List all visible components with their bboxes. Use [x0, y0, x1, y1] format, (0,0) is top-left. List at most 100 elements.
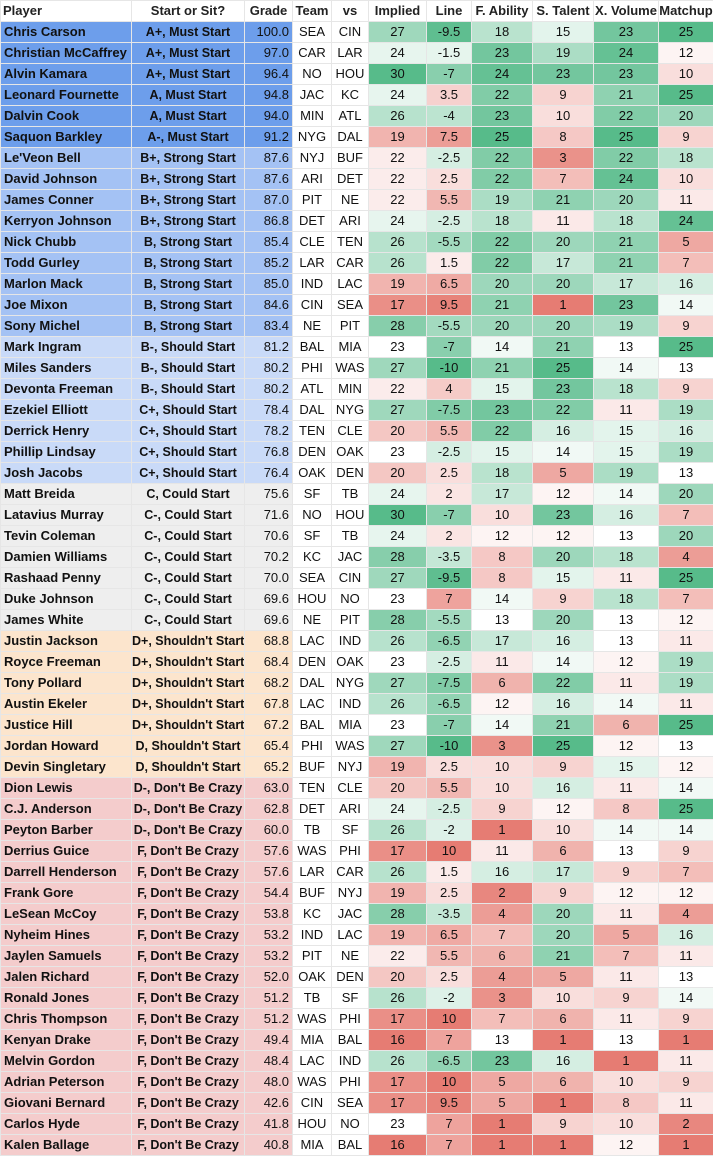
player-name[interactable]: Nyheim Hines: [1, 925, 132, 946]
s-talent-cell[interactable]: 10: [533, 106, 594, 127]
x-volume-cell[interactable]: 11: [594, 568, 659, 589]
opponent-cell[interactable]: LAR: [332, 43, 369, 64]
implied-cell[interactable]: 26: [369, 694, 427, 715]
s-talent-cell[interactable]: 22: [533, 400, 594, 421]
f-ability-cell[interactable]: 9: [472, 799, 533, 820]
grade-value[interactable]: 78.4: [245, 400, 293, 421]
team-cell[interactable]: WAS: [293, 1009, 332, 1030]
player-name[interactable]: Saquon Barkley: [1, 127, 132, 148]
team-cell[interactable]: LAR: [293, 862, 332, 883]
team-cell[interactable]: OAK: [293, 463, 332, 484]
s-talent-cell[interactable]: 6: [533, 841, 594, 862]
opponent-cell[interactable]: IND: [332, 694, 369, 715]
grade-value[interactable]: 57.6: [245, 862, 293, 883]
start-sit-status[interactable]: F, Don't Be Crazy: [132, 1093, 245, 1114]
player-name[interactable]: Jordan Howard: [1, 736, 132, 757]
s-talent-cell[interactable]: 1: [533, 1135, 594, 1156]
start-sit-status[interactable]: D, Shouldn't Start: [132, 736, 245, 757]
header-team[interactable]: Team: [293, 1, 332, 22]
team-cell[interactable]: CLE: [293, 232, 332, 253]
f-ability-cell[interactable]: 13: [472, 610, 533, 631]
x-volume-cell[interactable]: 1: [594, 1051, 659, 1072]
team-cell[interactable]: OAK: [293, 967, 332, 988]
player-name[interactable]: Justice Hill: [1, 715, 132, 736]
team-cell[interactable]: LAC: [293, 1051, 332, 1072]
opponent-cell[interactable]: TEN: [332, 232, 369, 253]
implied-cell[interactable]: 23: [369, 337, 427, 358]
s-talent-cell[interactable]: 20: [533, 316, 594, 337]
s-talent-cell[interactable]: 9: [533, 757, 594, 778]
x-volume-cell[interactable]: 12: [594, 883, 659, 904]
matchup-cell[interactable]: 9: [659, 127, 713, 148]
line-cell[interactable]: 5.5: [427, 778, 472, 799]
team-cell[interactable]: PHI: [293, 736, 332, 757]
opponent-cell[interactable]: TB: [332, 484, 369, 505]
start-sit-status[interactable]: A+, Must Start: [132, 43, 245, 64]
opponent-cell[interactable]: NE: [332, 190, 369, 211]
matchup-cell[interactable]: 14: [659, 778, 713, 799]
player-name[interactable]: Ronald Jones: [1, 988, 132, 1009]
player-name[interactable]: Kerryon Johnson: [1, 211, 132, 232]
player-name[interactable]: Leonard Fournette: [1, 85, 132, 106]
player-name[interactable]: LeSean McCoy: [1, 904, 132, 925]
line-cell[interactable]: 6.5: [427, 925, 472, 946]
x-volume-cell[interactable]: 11: [594, 400, 659, 421]
opponent-cell[interactable]: JAC: [332, 904, 369, 925]
team-cell[interactable]: SF: [293, 526, 332, 547]
implied-cell[interactable]: 28: [369, 904, 427, 925]
team-cell[interactable]: NO: [293, 505, 332, 526]
line-cell[interactable]: 7.5: [427, 127, 472, 148]
team-cell[interactable]: DAL: [293, 673, 332, 694]
player-name[interactable]: C.J. Anderson: [1, 799, 132, 820]
x-volume-cell[interactable]: 18: [594, 379, 659, 400]
x-volume-cell[interactable]: 21: [594, 232, 659, 253]
team-cell[interactable]: WAS: [293, 841, 332, 862]
team-cell[interactable]: BUF: [293, 757, 332, 778]
matchup-cell[interactable]: 7: [659, 589, 713, 610]
player-name[interactable]: Justin Jackson: [1, 631, 132, 652]
team-cell[interactable]: LAR: [293, 253, 332, 274]
opponent-cell[interactable]: PIT: [332, 610, 369, 631]
line-cell[interactable]: 4: [427, 379, 472, 400]
player-name[interactable]: Giovani Bernard: [1, 1093, 132, 1114]
opponent-cell[interactable]: SF: [332, 820, 369, 841]
implied-cell[interactable]: 19: [369, 883, 427, 904]
start-sit-status[interactable]: F, Don't Be Crazy: [132, 1051, 245, 1072]
grade-value[interactable]: 68.8: [245, 631, 293, 652]
team-cell[interactable]: BAL: [293, 337, 332, 358]
s-talent-cell[interactable]: 1: [533, 295, 594, 316]
opponent-cell[interactable]: CAR: [332, 253, 369, 274]
implied-cell[interactable]: 26: [369, 862, 427, 883]
f-ability-cell[interactable]: 22: [472, 232, 533, 253]
f-ability-cell[interactable]: 21: [472, 358, 533, 379]
team-cell[interactable]: TEN: [293, 778, 332, 799]
line-cell[interactable]: -2: [427, 988, 472, 1009]
implied-cell[interactable]: 24: [369, 484, 427, 505]
matchup-cell[interactable]: 11: [659, 1051, 713, 1072]
s-talent-cell[interactable]: 16: [533, 694, 594, 715]
player-name[interactable]: Melvin Gordon: [1, 1051, 132, 1072]
line-cell[interactable]: -9.5: [427, 22, 472, 43]
f-ability-cell[interactable]: 3: [472, 736, 533, 757]
team-cell[interactable]: DEN: [293, 442, 332, 463]
line-cell[interactable]: -6.5: [427, 1051, 472, 1072]
f-ability-cell[interactable]: 22: [472, 85, 533, 106]
implied-cell[interactable]: 24: [369, 211, 427, 232]
s-talent-cell[interactable]: 20: [533, 904, 594, 925]
matchup-cell[interactable]: 25: [659, 715, 713, 736]
opponent-cell[interactable]: ARI: [332, 799, 369, 820]
s-talent-cell[interactable]: 25: [533, 736, 594, 757]
line-cell[interactable]: -7: [427, 64, 472, 85]
team-cell[interactable]: MIN: [293, 106, 332, 127]
team-cell[interactable]: ARI: [293, 169, 332, 190]
grade-value[interactable]: 51.2: [245, 988, 293, 1009]
header-x-volume[interactable]: X. Volume: [594, 1, 659, 22]
grade-value[interactable]: 60.0: [245, 820, 293, 841]
f-ability-cell[interactable]: 14: [472, 337, 533, 358]
grade-value[interactable]: 69.6: [245, 589, 293, 610]
matchup-cell[interactable]: 25: [659, 568, 713, 589]
x-volume-cell[interactable]: 13: [594, 526, 659, 547]
f-ability-cell[interactable]: 22: [472, 421, 533, 442]
x-volume-cell[interactable]: 8: [594, 1093, 659, 1114]
implied-cell[interactable]: 28: [369, 547, 427, 568]
